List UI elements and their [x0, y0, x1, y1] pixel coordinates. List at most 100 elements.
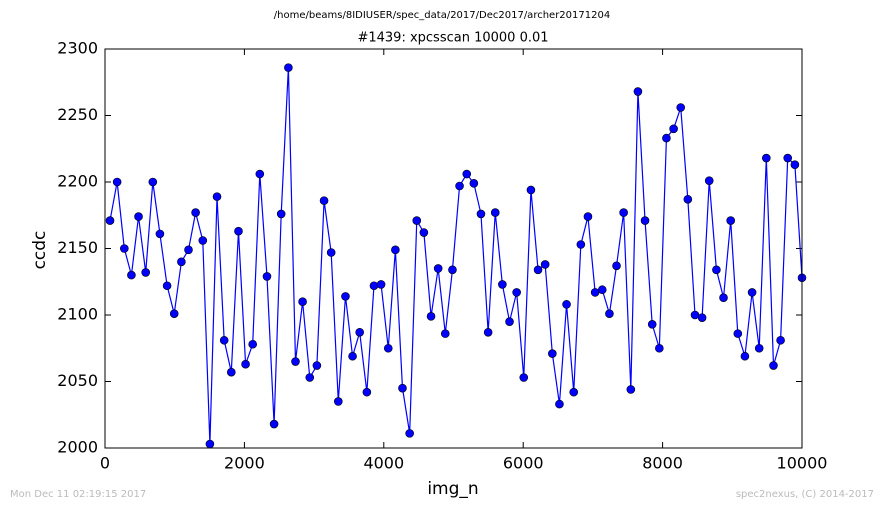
data-point	[662, 133, 671, 143]
data-point	[362, 387, 372, 397]
data-point	[469, 179, 479, 188]
data-point	[127, 270, 136, 280]
data-point	[769, 361, 778, 370]
data-point	[576, 240, 586, 249]
data-point	[540, 260, 550, 269]
data-point	[305, 373, 315, 382]
data-point	[754, 343, 764, 353]
data-point	[169, 309, 179, 318]
chart-title: #1439: xpcsscan 10000 0.01	[357, 31, 548, 46]
data-point	[312, 361, 322, 370]
data-point	[333, 397, 343, 406]
data-point	[633, 87, 643, 96]
data-point	[512, 288, 521, 297]
data-point	[569, 387, 579, 397]
x-tick-label: 8000	[642, 454, 683, 473]
x-tick-label: 6000	[503, 454, 544, 473]
data-point	[697, 313, 707, 322]
data-point	[683, 194, 693, 204]
data-point	[426, 312, 436, 321]
data-point	[605, 309, 614, 318]
data-point	[640, 216, 650, 225]
data-point	[626, 385, 636, 394]
data-point	[184, 245, 193, 255]
data-point	[284, 63, 293, 72]
footer-right: spec2nexus, (C) 2014-2017	[736, 489, 874, 500]
data-point	[597, 285, 607, 295]
data-point	[505, 317, 514, 326]
data-point	[298, 297, 307, 307]
data-point	[405, 429, 414, 438]
data-point	[676, 103, 686, 112]
y-tick-label: 2050	[57, 371, 98, 390]
data-point	[740, 351, 750, 361]
data-point	[120, 244, 129, 253]
data-point	[747, 288, 757, 297]
data-line	[109, 67, 803, 445]
data-point	[490, 208, 500, 217]
data-point	[134, 212, 143, 221]
x-axis-label: img_n	[427, 479, 478, 499]
data-point	[455, 181, 464, 191]
y-tick-label: 2100	[57, 305, 98, 324]
data-point	[148, 177, 158, 187]
data-point	[712, 265, 721, 275]
y-axis-label: ccdc	[30, 231, 50, 270]
data-point	[112, 177, 122, 187]
data-point	[255, 169, 265, 179]
data-point	[234, 226, 243, 236]
data-point	[448, 265, 457, 275]
data-point	[391, 245, 400, 255]
data-point	[198, 236, 208, 245]
data-point	[262, 272, 272, 281]
x-tick-label: 4000	[363, 454, 404, 473]
suptitle: /home/beams/8IDIUSER/spec_data/2017/Dec2…	[274, 10, 610, 21]
data-point	[655, 343, 664, 353]
data-point	[733, 329, 743, 338]
data-point	[276, 209, 286, 219]
data-point	[590, 288, 600, 297]
data-point	[162, 281, 172, 291]
data-point	[191, 208, 200, 217]
y-tick-label: 2250	[57, 105, 98, 124]
data-point	[548, 349, 557, 358]
data-point	[704, 176, 714, 185]
data-point	[419, 228, 429, 237]
data-point	[483, 327, 493, 337]
data-point	[319, 196, 329, 205]
y-tick-label: 2150	[57, 238, 98, 257]
data-point	[619, 208, 628, 217]
data-point	[326, 248, 336, 257]
data-point	[519, 373, 529, 382]
data-point	[369, 281, 379, 291]
data-point	[647, 320, 657, 329]
data-point	[726, 216, 735, 225]
data-point	[219, 335, 229, 345]
data-point	[155, 229, 165, 239]
data-point	[790, 160, 800, 170]
data-point	[105, 216, 115, 225]
data-point	[241, 359, 250, 369]
data-point	[526, 185, 536, 195]
data-point	[433, 264, 443, 273]
y-tick-label: 2200	[57, 172, 98, 191]
data-point	[690, 310, 700, 320]
data-point	[762, 153, 771, 163]
data-point	[269, 419, 279, 429]
data-point	[583, 212, 593, 221]
data-point	[783, 153, 793, 163]
data-point	[341, 292, 350, 301]
data-point	[212, 192, 222, 201]
y-tick-label: 2000	[57, 438, 98, 457]
data-point	[226, 367, 236, 377]
data-point	[476, 209, 486, 219]
data-point	[562, 300, 571, 309]
data-point	[555, 399, 564, 409]
footer-left: Mon Dec 11 02:19:15 2017	[10, 489, 146, 500]
data-point	[719, 293, 728, 303]
data-point	[669, 124, 678, 134]
x-tick-label: 0	[100, 454, 110, 473]
data-point	[533, 265, 543, 275]
data-point	[383, 343, 393, 353]
